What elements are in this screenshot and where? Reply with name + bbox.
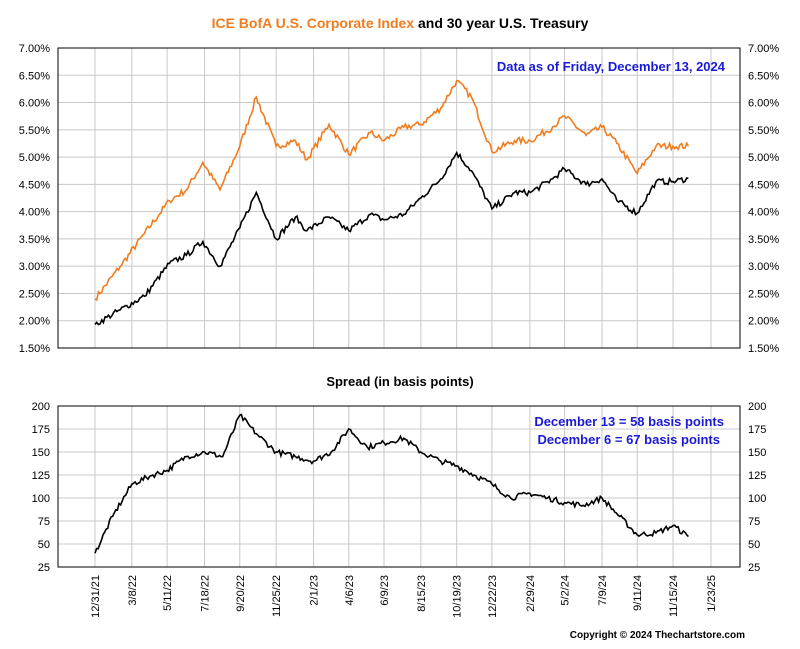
- bottom-y-axis-right: 25 50 75 100 125 150 175 200: [748, 401, 766, 574]
- top-y-tick-right: 1.50%: [748, 343, 779, 355]
- top-y-tick-left: 4.50%: [19, 179, 50, 191]
- bottom-y-tick-right: 25: [748, 562, 760, 574]
- top-y-tick-right: 3.50%: [748, 234, 779, 246]
- bottom-y-tick-right: 125: [748, 470, 766, 482]
- spread-line: [94, 413, 689, 554]
- bottom-x-tick: 5/11/22: [162, 575, 174, 611]
- top-y-tick-right: 6.50%: [748, 70, 779, 82]
- bottom-y-tick-right: 75: [748, 516, 760, 528]
- bottom-x-tick: 12/31/21: [90, 575, 102, 618]
- top-y-axis-left: 1.50% 2.00% 2.50% 3.00% 3.50% 4.00% 4.50% 5.00%…: [19, 43, 50, 355]
- bottom-y-tick-left: 100: [32, 493, 50, 505]
- title-corporate-part: ICE BofA U.S. Corporate Index: [212, 15, 415, 31]
- top-grid: [58, 47, 740, 349]
- top-y-tick-left: 1.50%: [19, 343, 50, 355]
- bottom-x-tick: 7/18/22: [200, 575, 212, 612]
- treasury-30y-line: [94, 150, 689, 326]
- bottom-y-tick-right: 175: [748, 424, 766, 436]
- top-y-tick-left: 7.00%: [19, 43, 50, 55]
- bottom-x-tick: 4/6/23: [344, 575, 356, 606]
- bottom-y-tick-left: 125: [32, 470, 50, 482]
- bottom-y-tick-left: 25: [38, 562, 50, 574]
- top-panel: 1.50% 2.00% 2.50% 3.00% 3.50% 4.00% 4.50% 5.00%…: [19, 43, 780, 355]
- top-y-tick-right: 4.50%: [748, 179, 779, 191]
- top-y-tick-right: 3.00%: [748, 261, 779, 273]
- top-y-tick-right: 5.00%: [748, 152, 779, 164]
- bottom-y-tick-left: 150: [32, 447, 50, 459]
- bottom-x-tick: 9/20/22: [235, 575, 247, 612]
- bottom-x-tick: 11/25/22: [271, 575, 283, 617]
- top-y-tick-left: 2.00%: [19, 316, 50, 328]
- bottom-x-tick: 5/2/24: [560, 575, 572, 606]
- bottom-plot-frame: [57, 405, 741, 568]
- bottom-x-axis: 12/31/21 3/8/22 5/11/22 7/18/22 9/20/22 11/25…: [90, 575, 718, 618]
- top-plot-frame: [57, 47, 741, 349]
- top-y-tick-right: 7.00%: [748, 43, 779, 55]
- bottom-y-tick-right: 50: [748, 539, 760, 551]
- bottom-x-tick: 8/15/23: [416, 575, 428, 612]
- bottom-x-tick: 2/29/24: [525, 575, 537, 612]
- bottom-x-tick: 6/9/23: [379, 575, 391, 606]
- top-y-tick-left: 6.50%: [19, 70, 50, 82]
- top-y-tick-left: 3.50%: [19, 234, 50, 246]
- top-y-tick-right: 2.50%: [748, 288, 779, 300]
- bottom-y-tick-left: 75: [38, 516, 50, 528]
- data-as-of-annotation: Data as of Friday, December 13, 2024: [497, 59, 726, 74]
- bottom-x-tick: 3/8/22: [127, 575, 139, 606]
- bottom-y-tick-right: 100: [748, 493, 766, 505]
- bottom-y-tick-right: 200: [748, 401, 766, 413]
- spread-title: Spread (in basis points): [326, 374, 473, 389]
- bottom-x-tick: 9/11/24: [632, 575, 644, 611]
- copyright-notice: Copyright © 2024 Thechartstore.com: [570, 630, 745, 641]
- bottom-y-axis-left: 25 50 75 100 125 150 175 200: [32, 401, 50, 574]
- bottom-y-tick-right: 150: [748, 447, 766, 459]
- top-y-tick-right: 2.00%: [748, 316, 779, 328]
- top-y-tick-left: 2.50%: [19, 288, 50, 300]
- bottom-y-tick-left: 50: [38, 539, 50, 551]
- top-y-tick-right: 5.50%: [748, 125, 779, 137]
- top-y-tick-right: 4.00%: [748, 207, 779, 219]
- bottom-y-tick-left: 200: [32, 401, 50, 413]
- bottom-grid: [58, 405, 740, 568]
- bottom-y-tick-left: 175: [32, 424, 50, 436]
- bottom-panel: 25 50 75 100 125 150 175 200 25 50 75 100 125 150 175…: [32, 401, 767, 618]
- bottom-x-tick: 10/19/23: [452, 575, 464, 618]
- bottom-x-tick: 2/1/23: [309, 575, 321, 606]
- corporate-index-line: [94, 79, 690, 302]
- spread-annotation-line-1: December 13 = 58 basis points: [534, 414, 724, 429]
- bottom-x-tick: 12/22/23: [487, 575, 499, 618]
- top-y-tick-left: 5.00%: [19, 152, 50, 164]
- top-y-tick-left: 4.00%: [19, 207, 50, 219]
- spread-annotation-line-2: December 6 = 67 basis points: [538, 432, 720, 447]
- top-y-tick-left: 6.00%: [19, 98, 50, 110]
- top-y-tick-left: 5.50%: [19, 125, 50, 137]
- bottom-x-tick: 1/23/25: [706, 575, 718, 612]
- bottom-x-tick: 11/15/24: [668, 575, 680, 617]
- title-treasury-part: and 30 year U.S. Treasury: [414, 15, 589, 31]
- bottom-x-tick: 7/9/24: [597, 575, 609, 606]
- chart-title: ICE BofA U.S. Corporate Index and 30 yea…: [212, 15, 589, 31]
- top-y-tick-right: 6.00%: [748, 98, 779, 110]
- top-y-axis-right: 1.50% 2.00% 2.50% 3.00% 3.50% 4.00% 4.50% 5.00%…: [748, 43, 779, 355]
- top-y-tick-left: 3.00%: [19, 261, 50, 273]
